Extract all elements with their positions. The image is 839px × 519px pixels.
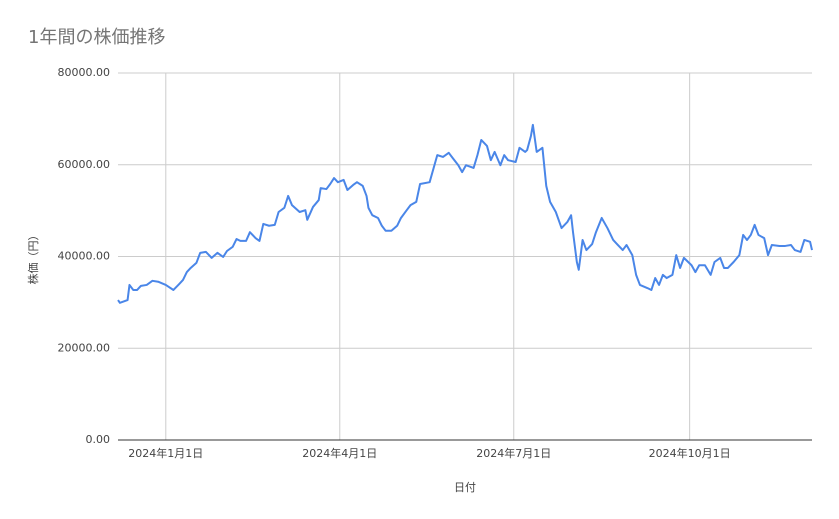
x-tick-label: 2024年4月1日 <box>302 446 377 460</box>
price-line <box>117 123 813 304</box>
chart-title: 1年間の株価推移 <box>28 27 165 48</box>
x-tick-label: 2024年1月1日 <box>128 446 203 460</box>
y-tick-label: 60000.00 <box>58 158 111 171</box>
y-tick-label: 20000.00 <box>58 341 111 354</box>
y-tick-label: 0.00 <box>86 433 111 446</box>
x-axis-label: 日付 <box>454 481 476 494</box>
y-tick-label: 80000.00 <box>58 66 111 79</box>
y-axis-label: 株価（円） <box>26 230 40 285</box>
x-tick-label: 2024年7月1日 <box>476 446 551 460</box>
x-tick-label: 2024年10月1日 <box>649 446 731 460</box>
y-tick-label: 40000.00 <box>58 250 111 263</box>
